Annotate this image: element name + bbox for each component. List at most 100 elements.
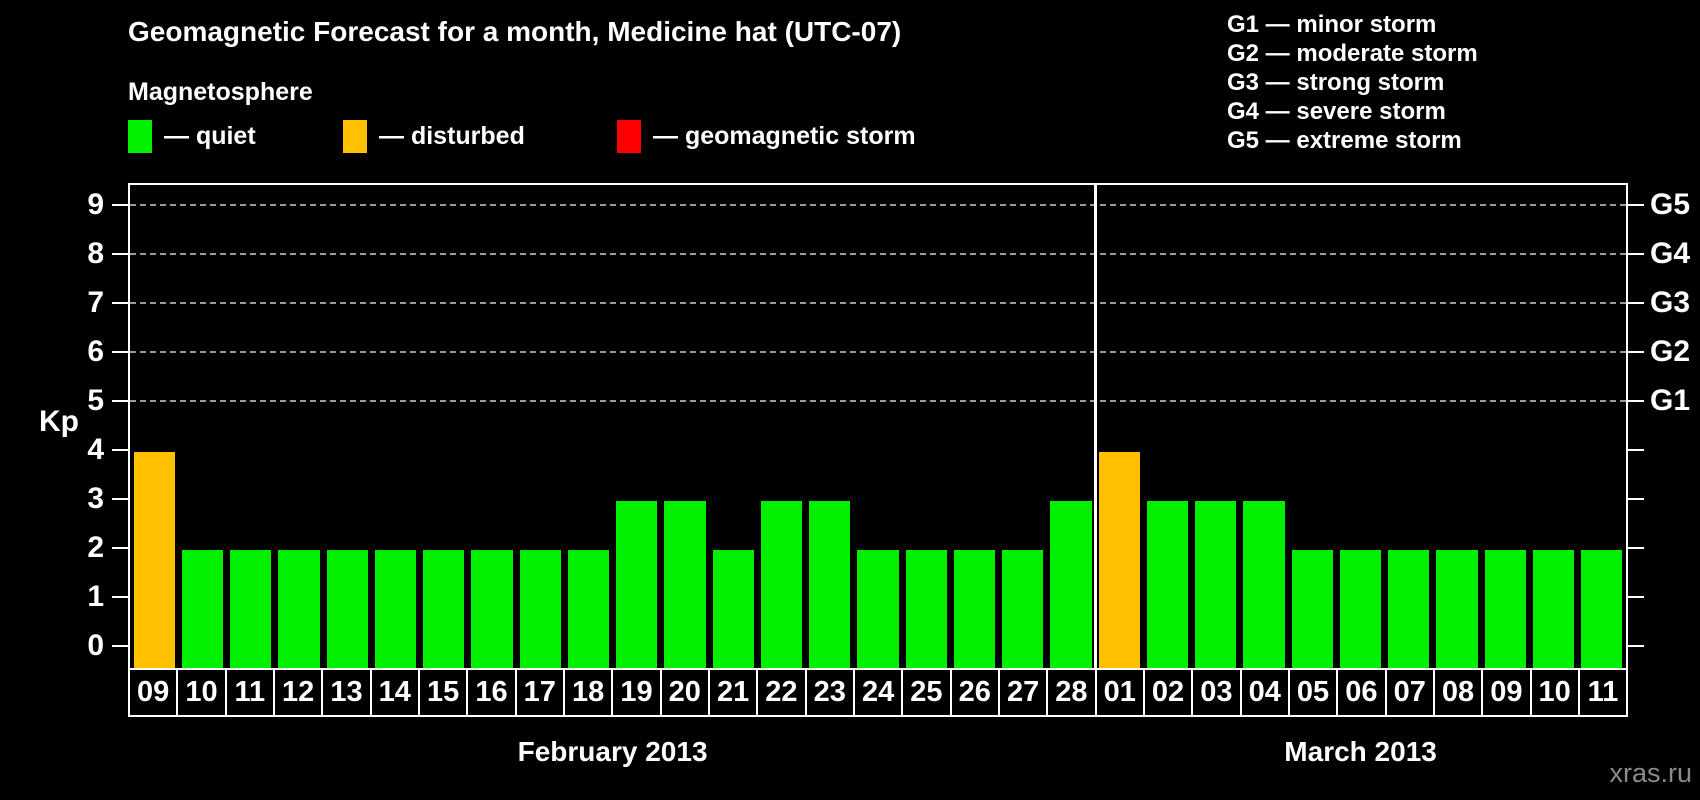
- day-label-27: 27: [1000, 670, 1049, 715]
- gridline-kp8: [130, 252, 1626, 255]
- day-label-04: 04: [1242, 670, 1290, 715]
- g3-legend-row: G3 — strong storm: [1227, 69, 1445, 96]
- kp-bar-february-27: [1002, 550, 1044, 668]
- day-label-05: 05: [1290, 670, 1339, 715]
- month-separator-line: [1093, 185, 1097, 668]
- legend-label-storm: — geomagnetic storm: [653, 121, 916, 150]
- y-axis-tick-9: [112, 203, 128, 206]
- y-axis-tick-4: [112, 449, 128, 452]
- day-label-25: 25: [903, 670, 952, 715]
- kp-bar-march-09: [1484, 550, 1526, 668]
- kp-bar-march-02: [1146, 501, 1189, 668]
- kp-bar-february-11: [230, 550, 272, 668]
- day-label-01: 01: [1097, 670, 1145, 715]
- kp-bar-march-10: [1532, 550, 1575, 668]
- gridline-kp5: [130, 399, 1626, 402]
- legend-label-quiet: — quiet: [164, 121, 256, 150]
- gridline-kp9: [130, 203, 1626, 206]
- day-label-22: 22: [758, 670, 807, 715]
- kp-bar-february-12: [278, 550, 320, 668]
- kp-bar-february-17: [519, 550, 561, 668]
- legend-label-disturbed: — disturbed: [379, 121, 525, 150]
- day-label-band: 09 10 11 12 13 14 15 16 17 18 19 20 21 22 23 24 25 26 27 28…: [128, 668, 1628, 717]
- kp-bar-february-21: [712, 550, 754, 668]
- kp-bar-march-04: [1243, 501, 1285, 668]
- legend-item-disturbed: — disturbed: [343, 118, 525, 154]
- day-label-26: 26: [952, 670, 1000, 715]
- kp-bar-march-01: [1098, 452, 1140, 668]
- y-axis-label-0: 0: [87, 629, 104, 663]
- kp-bar-february-10: [181, 550, 223, 668]
- y-axis-tick-2: [112, 547, 128, 550]
- right-axis-label-g2: G2: [1650, 334, 1691, 368]
- disturbed-color-swatch: [343, 119, 367, 153]
- y-axis-label-3: 3: [87, 482, 104, 516]
- month-label-february: February 2013: [517, 736, 708, 767]
- right-axis-label-g5: G5: [1650, 187, 1691, 221]
- y-axis-tick-0: [112, 645, 128, 648]
- kp-bar-march-07: [1388, 550, 1430, 668]
- right-axis-tick-0: [1628, 645, 1644, 648]
- day-label-07: 07: [1387, 670, 1435, 715]
- day-label-10: 10: [178, 670, 227, 715]
- day-label-02: 02: [1145, 670, 1194, 715]
- kp-bar-february-23: [809, 501, 851, 668]
- day-label-08: 08: [1435, 670, 1484, 715]
- page-title: Geomagnetic Forecast for a month, Medici…: [128, 16, 902, 47]
- kp-bar-february-18: [567, 550, 610, 668]
- right-axis-tick-6: [1628, 350, 1644, 353]
- chart-plot-area: [128, 183, 1628, 668]
- kp-bar-february-22: [760, 501, 803, 668]
- kp-bar-february-24: [857, 550, 899, 668]
- right-axis-tick-1: [1628, 596, 1644, 599]
- watermark: xras.ru: [1609, 758, 1692, 788]
- right-axis-tick-8: [1628, 252, 1644, 255]
- day-label-13: 13: [323, 670, 372, 715]
- y-axis-tick-3: [112, 498, 128, 501]
- y-axis-tick-6: [112, 350, 128, 353]
- day-label-11: 11: [1587, 676, 1619, 708]
- right-axis-tick-3: [1628, 498, 1644, 501]
- kp-bar-march-08: [1436, 550, 1478, 668]
- kp-bar-february-19: [616, 501, 658, 668]
- g4-legend-row: G4 — severe storm: [1227, 98, 1446, 125]
- day-label-12: 12: [275, 670, 324, 715]
- kp-bar-february-26: [953, 550, 996, 668]
- y-axis-tick-1: [112, 596, 128, 599]
- kp-bar-february-20: [664, 501, 706, 668]
- g5-legend-row: G5 — extreme storm: [1227, 127, 1462, 154]
- kp-bar-march-05: [1291, 550, 1333, 668]
- right-axis-tick-4: [1628, 449, 1644, 452]
- g1-legend-row: G1 — minor storm: [1227, 11, 1437, 38]
- day-label-06: 06: [1338, 670, 1387, 715]
- day-label-14: 14: [372, 670, 420, 715]
- day-label-15: 15: [420, 670, 469, 715]
- y-axis-label-6: 6: [87, 334, 104, 368]
- kp-bar-march-11: [1581, 550, 1623, 668]
- day-label-03: 03: [1193, 670, 1242, 715]
- y-axis-tick-8: [112, 252, 128, 255]
- kp-bar-february-15: [423, 550, 465, 668]
- g-scale-legend: G1 — minor storm G2 — moderate storm G3 …: [1227, 10, 1478, 155]
- legend-item-quiet: — quiet: [128, 118, 256, 154]
- day-label-11: 11: [227, 670, 275, 715]
- y-axis-label-1: 1: [87, 580, 104, 614]
- day-label-17: 17: [517, 670, 565, 715]
- day-label-16: 16: [468, 670, 517, 715]
- day-label-20: 20: [662, 670, 710, 715]
- right-axis-label-g1: G1: [1650, 383, 1691, 417]
- g2-legend-row: G2 — moderate storm: [1227, 40, 1478, 67]
- kp-bar-february-28: [1050, 501, 1092, 668]
- kp-bar-february-09: [133, 452, 175, 668]
- day-label-18: 18: [565, 670, 614, 715]
- y-axis-label-8: 8: [87, 236, 104, 270]
- gridline-kp6: [130, 350, 1626, 353]
- legend-item-storm: — geomagnetic storm: [617, 118, 916, 154]
- day-label-21: 21: [710, 670, 759, 715]
- y-axis-label-7: 7: [87, 285, 104, 319]
- kp-bar-february-25: [905, 550, 947, 668]
- right-axis-tick-9: [1628, 203, 1644, 206]
- magnetosphere-label: Magnetosphere: [128, 78, 313, 106]
- kp-bar-february-13: [326, 550, 368, 668]
- kp-bar-march-06: [1339, 550, 1382, 668]
